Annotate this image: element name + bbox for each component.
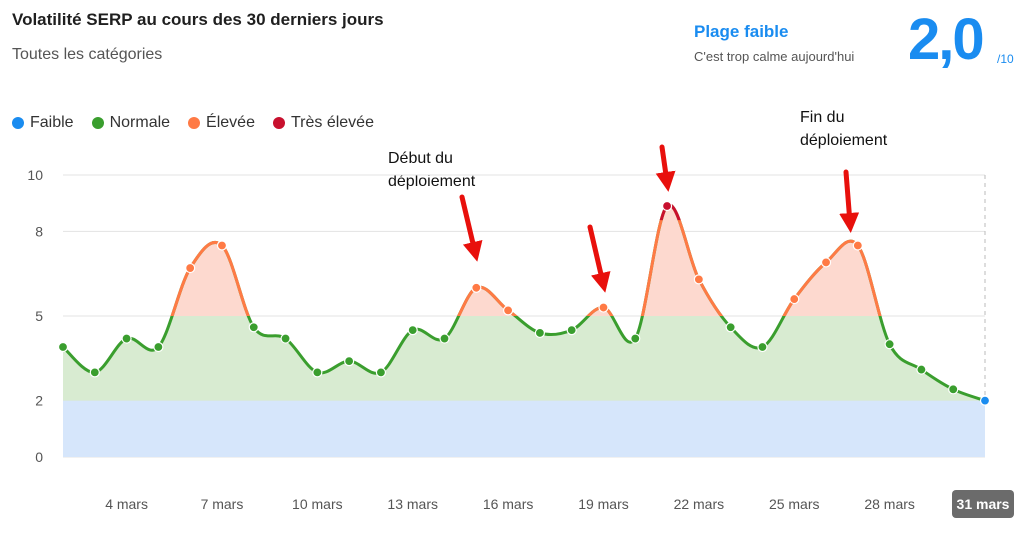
- x-tick-label: 7 mars: [201, 496, 244, 512]
- chart-subtitle: Toutes les catégories: [12, 46, 163, 63]
- y-tick-label: 10: [27, 167, 43, 183]
- data-point: [725, 322, 736, 333]
- legend-dot-icon: [91, 117, 104, 129]
- volatility-score: 2,0: [908, 7, 985, 72]
- legend-label: Faible: [30, 114, 74, 131]
- range-label: Plage faible: [694, 22, 789, 41]
- data-point: [503, 305, 514, 316]
- legend-item-faible[interactable]: Faible: [12, 114, 74, 132]
- volatility-score-max: /10: [997, 52, 1014, 66]
- annotation-arrow-icon: [459, 194, 483, 262]
- data-point: [439, 333, 450, 344]
- legend-label: Très élevée: [290, 114, 374, 131]
- legend-item-normale[interactable]: Normale: [91, 114, 171, 132]
- x-tick-label: 25 mars: [769, 496, 820, 512]
- legend: Faible Normale Élevée Très élevée: [12, 114, 374, 132]
- data-point: [566, 325, 577, 336]
- data-point: [630, 333, 641, 344]
- annotation-start-rollout: Début du déploiement: [388, 150, 476, 190]
- x-tick-label: 31 mars: [957, 496, 1010, 512]
- annotation-arrow-icon: [839, 169, 860, 233]
- band-area-normale: [63, 316, 985, 401]
- x-tick-label: 10 mars: [292, 496, 343, 512]
- range-description: C'est trop calme aujourd'hui: [694, 49, 855, 64]
- y-tick-label: 5: [35, 308, 43, 324]
- data-point: [820, 257, 832, 268]
- data-point: [598, 302, 609, 313]
- x-tick-label: 19 mars: [578, 496, 629, 512]
- data-point: [693, 274, 704, 285]
- data-point: [979, 395, 991, 406]
- annotation-arrow-icon: [587, 224, 611, 293]
- data-point: [407, 325, 418, 336]
- data-point: [789, 293, 800, 305]
- legend-label: Normale: [109, 114, 171, 131]
- annotation-arrow-icon: [655, 144, 676, 192]
- data-point: [471, 282, 482, 293]
- chart-title: Volatilité SERP au cours des 30 derniers…: [12, 10, 384, 29]
- x-tick-label: 16 mars: [483, 496, 534, 512]
- data-point: [248, 322, 259, 333]
- data-point: [121, 333, 132, 344]
- data-point: [216, 240, 228, 251]
- legend-dot-icon: [272, 117, 285, 129]
- x-tick-label: 4 mars: [105, 496, 148, 512]
- legend-dot-icon: [12, 117, 24, 129]
- x-tick-label: 22 mars: [674, 496, 725, 512]
- x-tick-highlight: [952, 490, 1014, 518]
- data-point: [852, 240, 863, 251]
- data-point: [916, 364, 927, 375]
- y-tick-label: 8: [35, 223, 43, 239]
- data-point: [280, 333, 291, 344]
- data-point: [757, 341, 768, 353]
- data-point: [375, 367, 387, 378]
- data-point: [89, 367, 100, 378]
- x-tick-label: 28 mars: [864, 496, 915, 512]
- annotation-end-rollout: Fin du déploiement: [800, 109, 888, 149]
- data-point: [153, 341, 164, 353]
- legend-label: Élevée: [206, 114, 255, 131]
- legend-item-elevee[interactable]: Élevée: [188, 114, 255, 132]
- data-point: [661, 200, 673, 212]
- x-tick-label: 13 mars: [387, 496, 438, 512]
- data-point: [534, 327, 545, 339]
- data-point: [57, 341, 69, 353]
- y-tick-label: 2: [35, 393, 43, 409]
- legend-item-tres-elevee[interactable]: Très élevée: [272, 114, 374, 132]
- legend-dot-icon: [188, 117, 201, 129]
- y-tick-label: 0: [35, 449, 43, 465]
- data-point: [185, 262, 196, 274]
- data-point: [948, 384, 959, 395]
- data-point: [884, 339, 895, 350]
- data-point: [344, 356, 355, 367]
- data-point: [312, 367, 323, 378]
- band-area-faible: [63, 400, 985, 457]
